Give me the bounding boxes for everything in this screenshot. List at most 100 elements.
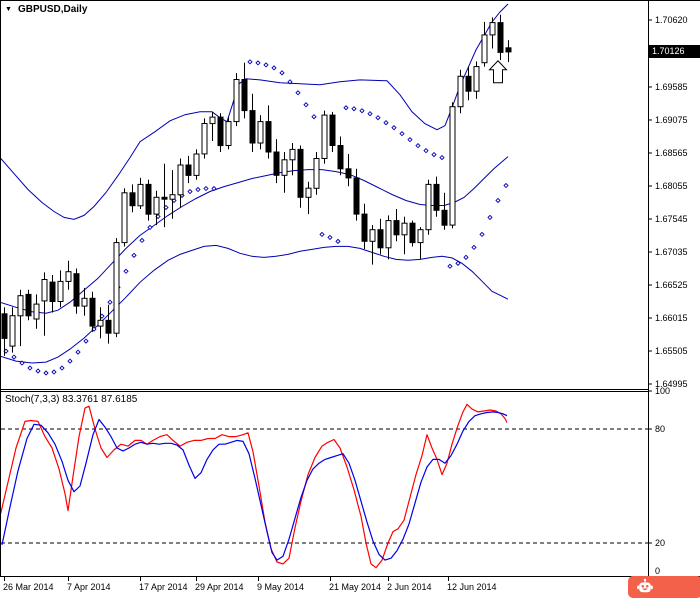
candle-bull [33, 303, 40, 320]
sar-dot [107, 299, 113, 305]
candle-bull [225, 121, 232, 146]
candle-bull [457, 75, 464, 108]
candle-bear [25, 293, 32, 317]
price-axis-label: 1.64995 [655, 379, 688, 389]
indicator-label: Stoch(7,3,3) 83.3761 87.6185 [5, 394, 138, 405]
candle-bull [481, 34, 488, 64]
sar-dot [263, 62, 269, 68]
candle-bear [49, 281, 56, 303]
price-axis-label: 1.69585 [655, 82, 688, 92]
sar-dot [19, 360, 25, 366]
symbol-dropdown-icon[interactable]: ▼ [5, 5, 12, 13]
candle-bear [129, 192, 136, 207]
sar-dot [303, 102, 309, 108]
brand-badge[interactable] [628, 576, 700, 598]
sar-dot [287, 79, 293, 85]
candle-bull [169, 194, 176, 200]
bollinger-middle [0, 156, 509, 314]
sar-dot [463, 254, 469, 260]
candle-bull [233, 79, 240, 123]
price-axis-label: 1.67545 [655, 214, 688, 224]
sar-dot [399, 130, 405, 137]
date-axis-label: 17 Apr 2014 [139, 582, 188, 592]
sar-dot [503, 182, 509, 189]
sar-dot [195, 186, 201, 193]
parabolic-sar-dots [3, 59, 509, 376]
candle-bull [257, 121, 264, 144]
candle-bull [369, 229, 376, 242]
sar-dot [359, 108, 365, 114]
date-axis-label: 29 Apr 2014 [195, 582, 244, 592]
candle-bear [265, 121, 272, 153]
price-axis: 1.70620 1.69585 1.69075 1.68565 1.68055 1.675… [648, 15, 688, 389]
date-axis-label: 12 Jun 2014 [447, 582, 497, 592]
sar-dot [203, 185, 209, 192]
candle-bull [321, 114, 328, 159]
candle-bull [57, 280, 64, 302]
candle-bull [401, 222, 408, 236]
sar-dot [455, 260, 461, 266]
candle-bull [281, 159, 288, 176]
up-arrow-marker[interactable] [488, 60, 508, 84]
sar-dot [391, 125, 397, 131]
candle-bear [273, 151, 280, 176]
sar-dot [407, 137, 413, 143]
sar-dot [131, 252, 137, 258]
price-axis-label: 1.66525 [655, 280, 688, 290]
candle-bear [393, 220, 400, 236]
stoch-axis-label: 0 [655, 566, 660, 576]
sar-dot [271, 65, 277, 71]
sar-dot [351, 106, 357, 112]
sar-dot [471, 244, 477, 251]
candle-bear [345, 168, 352, 179]
candle-bull [385, 220, 392, 249]
candle-bear [249, 110, 256, 144]
candle-bull [425, 183, 432, 231]
candle-bear [73, 273, 80, 307]
candle-bull [417, 229, 424, 244]
sar-dot [375, 115, 381, 121]
candle-bear [329, 114, 336, 146]
sar-dot [247, 59, 253, 65]
date-axis-label: 7 Apr 2014 [67, 582, 111, 592]
symbol-label-row: ▼ GBPUSD,Daily [5, 4, 87, 15]
sar-dot [295, 90, 301, 96]
sar-dot [27, 365, 33, 371]
date-axis-label: 9 May 2014 [257, 582, 304, 592]
candle-bear [241, 79, 248, 112]
stoch-axis-label: 100 [655, 386, 670, 396]
price-axis-label: 1.65505 [655, 346, 688, 356]
sar-dot [255, 60, 261, 66]
robot-icon [637, 578, 653, 593]
sar-dot [187, 188, 193, 195]
candle-bull [209, 116, 216, 125]
sar-dot [311, 114, 317, 120]
stoch-axis-label: 20 [655, 538, 665, 548]
date-axis-label: 2 Jun 2014 [387, 582, 432, 592]
candle-bull [289, 148, 296, 161]
stoch-axis-label: 80 [655, 424, 665, 434]
sar-dot [327, 234, 333, 241]
sar-dot [319, 231, 325, 238]
sar-dot [147, 224, 153, 231]
candle-bear [465, 75, 472, 92]
candle-bull [41, 279, 48, 302]
sar-dot [487, 214, 493, 221]
price-axis-label: 1.70620 [655, 15, 688, 25]
candle-bull [81, 297, 88, 307]
candle-bull [177, 164, 184, 196]
candle-bear [217, 116, 224, 147]
current-price-tag: 1.70126 [649, 45, 700, 58]
sar-dot [439, 154, 445, 161]
stochastic-panel [0, 403, 648, 569]
sar-dot [67, 358, 73, 364]
sar-dot [75, 349, 81, 355]
candle-bear [105, 319, 112, 334]
sar-dot [495, 197, 501, 204]
sar-dot [415, 143, 421, 149]
candle-bull [137, 183, 144, 207]
sar-dot [335, 238, 341, 245]
candle-bull [473, 66, 480, 92]
